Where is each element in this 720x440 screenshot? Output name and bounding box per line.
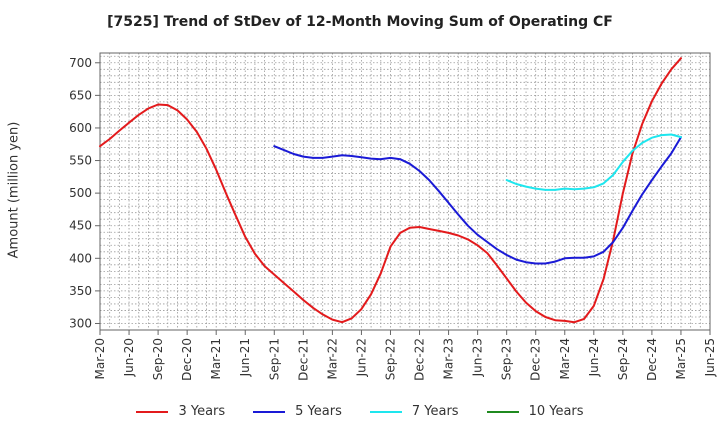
y-tick-label: 450: [69, 219, 92, 233]
x-tick-label: Mar-23: [442, 338, 456, 379]
x-tick-label: Mar-22: [325, 338, 339, 379]
x-tick-label: Jun-24: [587, 338, 601, 377]
plot-frame: [99, 52, 711, 331]
x-tick-label: Dec-20: [180, 338, 194, 381]
series-line-3-years: [99, 57, 682, 324]
legend-swatch-5-years: [253, 410, 286, 413]
y-tick-label: 500: [69, 186, 92, 200]
x-tick-label: Sep-21: [267, 338, 281, 380]
legend-swatch-3-years: [136, 410, 169, 413]
y-tick-label: 350: [69, 284, 92, 298]
legend-item-10-years: 10 Years: [486, 404, 584, 419]
legend-label-10-years: 10 Years: [528, 404, 584, 419]
legend-label-5-years: 5 Years: [295, 404, 342, 419]
series-line-5-years: [273, 136, 682, 265]
y-tick-label: 650: [69, 88, 92, 102]
x-tick-label: Dec-21: [296, 338, 310, 381]
line-chart: 300 350 400 450 500 550 600 650 700 Mar-20 Jun-20 S…: [69, 52, 717, 381]
x-tick-label: Sep-20: [151, 338, 165, 380]
legend: 3 Years 5 Years 7 Years 10 Years: [0, 404, 720, 419]
legend-item-3-years: 3 Years: [136, 404, 225, 419]
x-tick-label: Sep-24: [616, 338, 630, 380]
y-tick-label: 400: [69, 251, 92, 265]
series-line-7-years: [505, 133, 682, 191]
x-tick-label: Sep-22: [383, 338, 397, 380]
legend-label-3-years: 3 Years: [178, 404, 226, 419]
x-tick-label: Jun-20: [122, 338, 136, 377]
legend-item-5-years: 5 Years: [253, 404, 342, 419]
x-tick-label: Mar-21: [209, 338, 223, 379]
x-tick-label: Dec-22: [413, 338, 427, 381]
y-tick-label: 600: [69, 121, 92, 135]
x-tick-label: Jun-21: [238, 338, 252, 377]
legend-swatch-10-years: [486, 410, 519, 413]
x-tick-label: Dec-24: [645, 338, 659, 381]
x-tick-label: Mar-20: [93, 338, 107, 379]
x-tick-label: Jun-23: [471, 338, 485, 377]
legend-label-7-years: 7 Years: [411, 404, 459, 419]
chart-title: [7525] Trend of StDev of 12-Month Moving…: [107, 14, 613, 30]
y-tick-label: 300: [69, 316, 92, 330]
x-tick-label: Mar-25: [674, 338, 688, 379]
y-tick-label: 700: [69, 56, 92, 70]
legend-item-7-years: 7 Years: [369, 404, 459, 419]
x-tick-label: Dec-23: [529, 338, 543, 381]
x-tick-label: Sep-23: [500, 338, 514, 380]
x-tick-label: Jun-25: [703, 338, 717, 377]
y-tick-label: 550: [69, 154, 92, 168]
x-tick-label: Mar-24: [558, 338, 572, 379]
legend-swatch-7-years: [369, 410, 402, 413]
x-tick-label: Jun-22: [354, 338, 368, 377]
